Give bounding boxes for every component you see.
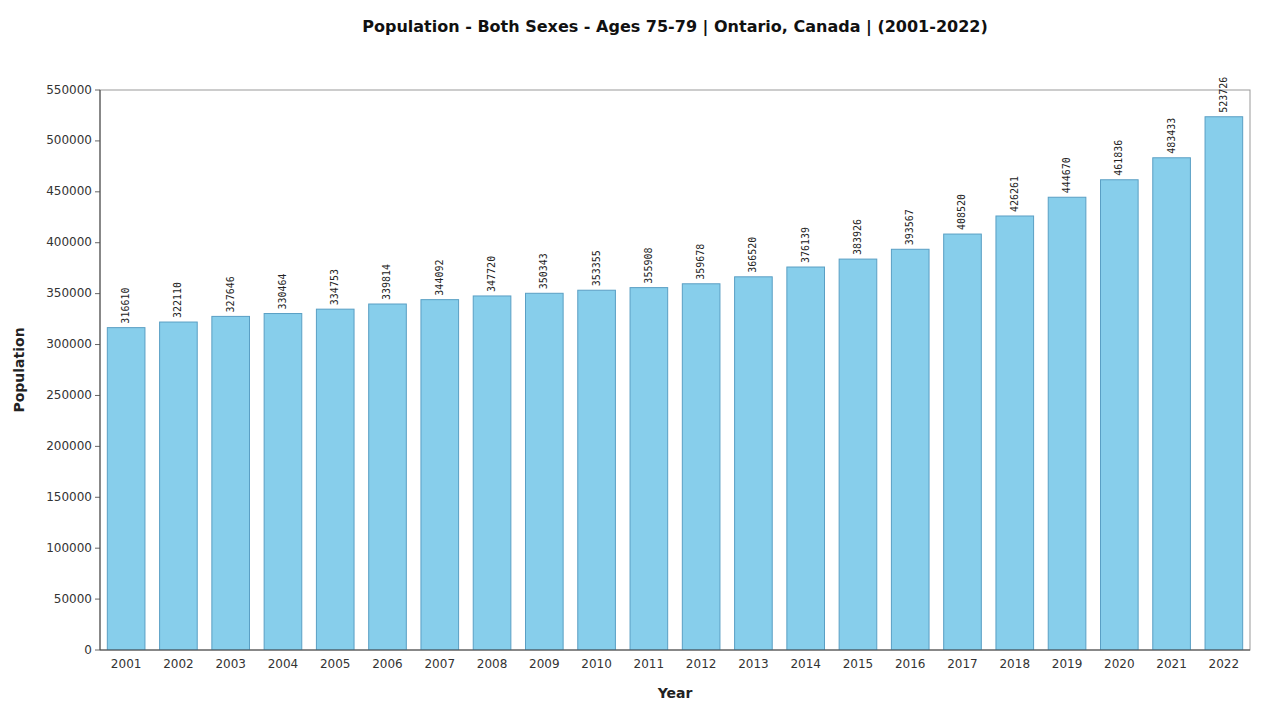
data-label: 483433 bbox=[1166, 118, 1177, 154]
y-axis-line bbox=[100, 90, 101, 650]
x-tick-label: 2018 bbox=[999, 657, 1030, 671]
x-tick-label: 2008 bbox=[477, 657, 508, 671]
y-tick bbox=[95, 446, 100, 447]
x-tick-label: 2007 bbox=[424, 657, 455, 671]
y-tick-label: 500000 bbox=[46, 133, 92, 147]
plot-frame bbox=[100, 90, 1250, 650]
x-tick-label: 2015 bbox=[843, 657, 874, 671]
data-label: 334753 bbox=[329, 269, 340, 305]
y-tick-label: 150000 bbox=[46, 490, 92, 504]
data-label: 366520 bbox=[747, 237, 758, 273]
x-tick-label: 2013 bbox=[738, 657, 769, 671]
data-label: 316610 bbox=[120, 288, 131, 324]
bar bbox=[212, 316, 250, 650]
bar bbox=[1048, 197, 1086, 650]
y-tick-label: 400000 bbox=[46, 235, 92, 249]
data-label: 350343 bbox=[538, 253, 549, 289]
x-tick-label: 2014 bbox=[790, 657, 821, 671]
data-label: 523726 bbox=[1218, 77, 1229, 113]
bars bbox=[107, 117, 1242, 650]
chart-svg: 0 50000 100000 150000 200000 250000 300000 3500… bbox=[0, 0, 1280, 720]
bar bbox=[839, 259, 877, 650]
bar bbox=[421, 300, 459, 650]
bar bbox=[369, 304, 407, 650]
y-tick bbox=[95, 242, 100, 243]
x-tick-label: 2021 bbox=[1156, 657, 1187, 671]
bar bbox=[682, 284, 720, 650]
x-tick-label: 2002 bbox=[163, 657, 194, 671]
data-label: 376139 bbox=[800, 227, 811, 263]
y-tick bbox=[95, 90, 100, 91]
bar bbox=[526, 293, 564, 650]
bar bbox=[107, 328, 145, 650]
y-tick bbox=[95, 344, 100, 345]
x-tick-label: 2004 bbox=[268, 657, 299, 671]
x-axis-line bbox=[100, 650, 1250, 651]
chart-container: 0 50000 100000 150000 200000 250000 300000 3500… bbox=[0, 0, 1280, 720]
data-label: 461836 bbox=[1113, 140, 1124, 176]
data-label: 353355 bbox=[591, 250, 602, 286]
data-label: 426261 bbox=[1009, 176, 1020, 212]
bar bbox=[316, 309, 354, 650]
y-tick-label: 300000 bbox=[46, 337, 92, 351]
x-tick-label: 2012 bbox=[686, 657, 717, 671]
bar bbox=[996, 216, 1034, 650]
y-tick-label: 350000 bbox=[46, 286, 92, 300]
data-label: 344092 bbox=[434, 260, 445, 296]
bar bbox=[944, 234, 982, 650]
y-tick bbox=[95, 293, 100, 294]
x-tick-label: 2009 bbox=[529, 657, 560, 671]
y-tick bbox=[95, 650, 100, 651]
data-label: 322110 bbox=[172, 282, 183, 318]
x-tick-label: 2005 bbox=[320, 657, 351, 671]
y-tick-label: 50000 bbox=[54, 592, 92, 606]
bar bbox=[1205, 117, 1243, 650]
bar bbox=[1101, 180, 1139, 650]
bar bbox=[1153, 158, 1191, 650]
y-tick bbox=[95, 395, 100, 396]
bar bbox=[630, 288, 668, 650]
y-axis-title: Population bbox=[11, 327, 27, 412]
bar bbox=[735, 277, 773, 650]
y-tick bbox=[95, 599, 100, 600]
data-label: 393567 bbox=[904, 209, 915, 245]
bar bbox=[160, 322, 198, 650]
data-label: 347720 bbox=[486, 256, 497, 292]
x-tick-label: 2019 bbox=[1052, 657, 1083, 671]
data-label: 339814 bbox=[382, 264, 393, 300]
x-tick-label: 2017 bbox=[947, 657, 978, 671]
bar bbox=[264, 314, 302, 650]
x-tick-label: 2010 bbox=[581, 657, 612, 671]
y-tick bbox=[95, 191, 100, 192]
y-tick-label: 450000 bbox=[46, 184, 92, 198]
x-tick-label: 2003 bbox=[215, 657, 246, 671]
x-tick-label: 2001 bbox=[111, 657, 142, 671]
y-tick bbox=[95, 497, 100, 498]
data-label: 444670 bbox=[1061, 157, 1072, 193]
bar bbox=[578, 290, 616, 650]
x-tick-label: 2020 bbox=[1104, 657, 1135, 671]
y-tick bbox=[95, 548, 100, 549]
data-label: 359678 bbox=[695, 244, 706, 280]
x-tick-label: 2016 bbox=[895, 657, 926, 671]
y-tick-label: 0 bbox=[84, 643, 92, 657]
data-label: 355908 bbox=[643, 247, 654, 283]
y-tick-label: 100000 bbox=[46, 541, 92, 555]
data-label: 327646 bbox=[225, 276, 236, 312]
bar bbox=[473, 296, 511, 650]
x-tick-label: 2011 bbox=[634, 657, 665, 671]
y-tick-label: 250000 bbox=[46, 388, 92, 402]
y-tick-label: 200000 bbox=[46, 439, 92, 453]
data-label: 383926 bbox=[852, 219, 863, 255]
bar bbox=[787, 267, 825, 650]
bar bbox=[891, 249, 929, 650]
data-label: 408520 bbox=[957, 194, 968, 230]
y-tick bbox=[95, 140, 100, 141]
x-axis-title: Year bbox=[657, 685, 693, 701]
data-label: 330464 bbox=[277, 273, 288, 309]
x-tick-label: 2022 bbox=[1209, 657, 1240, 671]
y-tick-label: 550000 bbox=[46, 83, 92, 97]
chart-title: Population - Both Sexes - Ages 75-79 | O… bbox=[362, 17, 987, 37]
x-tick-label: 2006 bbox=[372, 657, 403, 671]
